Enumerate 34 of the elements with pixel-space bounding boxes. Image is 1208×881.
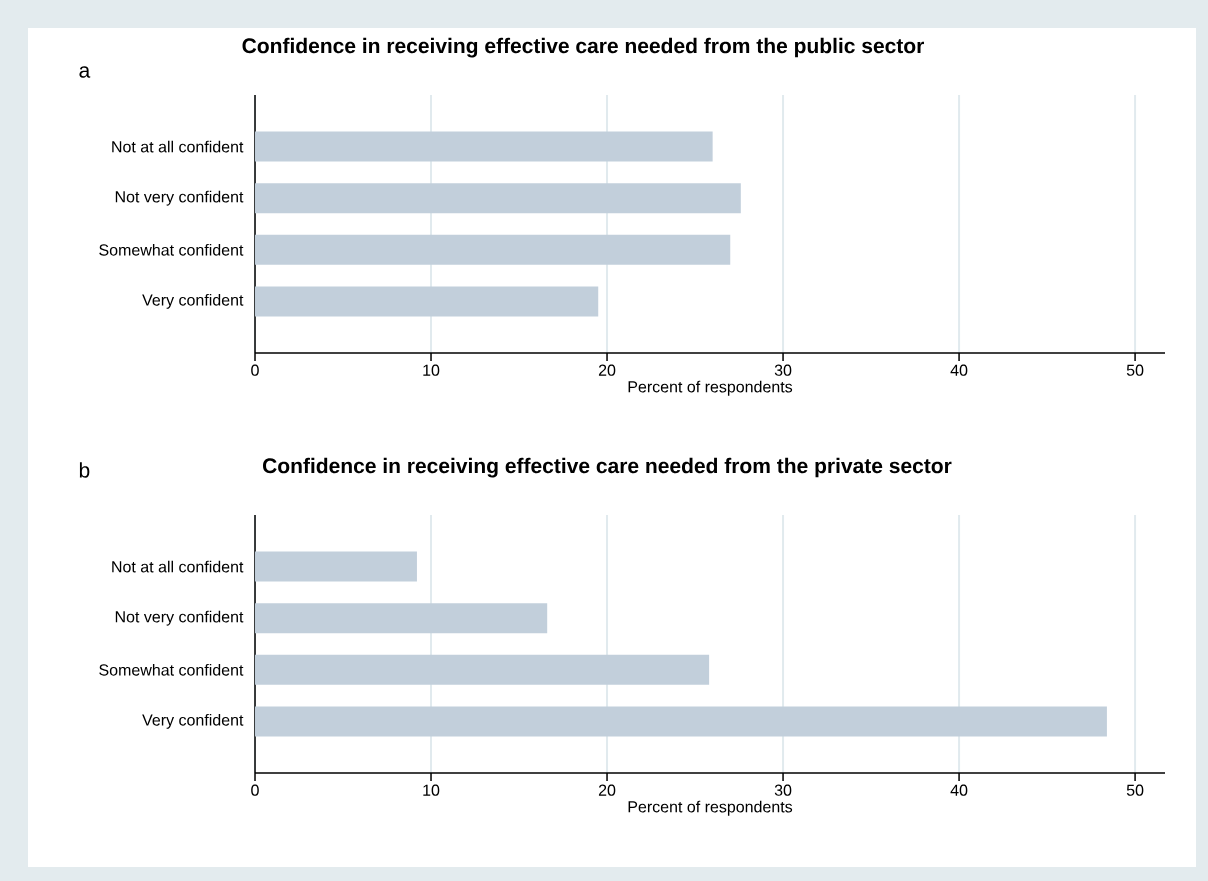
y-tick-label: Very confident (142, 293, 244, 309)
text: a (79, 66, 91, 78)
bar (255, 551, 417, 582)
x-tick-label: 50 (1126, 364, 1144, 376)
bar (255, 654, 710, 685)
bar (255, 234, 731, 265)
chart-title: Confidence in receiving effective care needed from the private sector (263, 457, 952, 478)
bar (255, 603, 548, 634)
y-tick-label: Not at all confident (112, 140, 244, 153)
x-axis-title: Percent of respondents (628, 800, 793, 816)
chart-title: Confidence in receiving effective care needed from the public sector (242, 37, 925, 58)
bar (255, 131, 713, 162)
x-tick-label: 30 (774, 784, 792, 796)
y-tick-label: Not very confident (115, 190, 244, 206)
x-axis-title: Percent of respondents (628, 380, 793, 396)
bar (255, 706, 1107, 737)
x-tick-label: 0 (251, 784, 259, 796)
bar (255, 286, 599, 317)
y-tick-label: Not very confident (115, 610, 244, 626)
x-tick-label: 20 (598, 784, 616, 796)
x-tick-label: 10 (423, 784, 440, 796)
y-tick-label: Very confident (142, 713, 244, 729)
text: b (79, 462, 90, 478)
y-tick-label: Somewhat confident (99, 243, 244, 256)
x-tick-label: 0 (251, 364, 259, 376)
x-tick-label: 20 (598, 364, 616, 376)
y-tick-label: Not at all confident (112, 560, 244, 573)
y-tick-label: Somewhat confident (99, 663, 244, 676)
x-tick-label: 10 (423, 364, 440, 376)
x-tick-label: 30 (774, 364, 792, 376)
bar (255, 183, 741, 214)
x-tick-label: 40 (950, 784, 968, 796)
x-tick-label: 40 (950, 364, 968, 376)
x-tick-label: 50 (1126, 784, 1144, 796)
